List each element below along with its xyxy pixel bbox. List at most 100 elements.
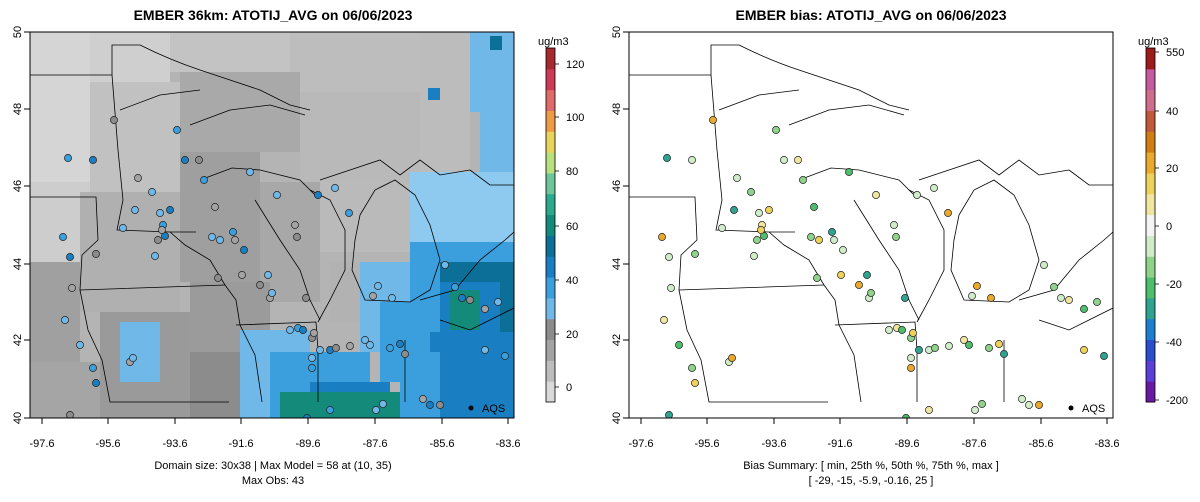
aqs-site (481, 346, 489, 354)
aqs-site (494, 298, 502, 306)
colorbar-swatch (1146, 131, 1155, 153)
colorbar-tick-label: 40 (566, 275, 578, 287)
x-tick-label: -97.6 (29, 438, 54, 450)
aqs-site (238, 271, 246, 279)
state-borders (30, 44, 514, 403)
x-tick-label: -83.6 (495, 438, 520, 450)
aqs-site (828, 228, 836, 236)
aqs-site (663, 154, 671, 162)
concentration-raster (30, 32, 514, 418)
y-tick-label: 44 (611, 258, 623, 270)
boundary-line (254, 199, 321, 321)
aqs-site (688, 364, 696, 372)
aqs-site (971, 406, 979, 414)
colorbar-tick-label: -20 (1166, 279, 1182, 291)
colorbar-tick-label: 20 (1166, 163, 1178, 175)
colorbar-swatch (546, 214, 555, 236)
aqs-site (268, 289, 276, 297)
aqs-site (310, 329, 318, 337)
colorbar-swatch (546, 89, 555, 111)
aqs-site (361, 336, 369, 344)
aqs-site (134, 174, 142, 182)
aqs-site (898, 326, 906, 334)
aqs-site (709, 116, 717, 124)
raster-cell (180, 72, 300, 152)
aqs-site (372, 406, 380, 414)
x-tick-label: -91.6 (228, 438, 253, 450)
aqs-legend-dot (468, 405, 474, 411)
aqs-site (909, 329, 917, 337)
left-map-title: EMBER 36km: ATOTIJ_AVG on 06/06/2023 (134, 7, 413, 23)
colorbar-swatch (546, 339, 555, 361)
aqs-site (1065, 296, 1073, 304)
bias-colorbar (1145, 47, 1156, 403)
colorbar-frame (1145, 47, 1156, 403)
right-legend-unit: ug/m3 (1138, 36, 1169, 48)
boundary-line (1038, 307, 1113, 331)
boundary-line (950, 179, 1040, 303)
aqs-site (110, 116, 118, 124)
colorbar-swatch (546, 131, 555, 153)
colorbar-swatch (546, 68, 555, 91)
aqs-site (691, 250, 699, 258)
y-tick-label: 50 (611, 26, 623, 38)
aqs-site (59, 233, 67, 241)
x-tick-label: -93.6 (761, 438, 786, 450)
colorbar-swatch (1146, 318, 1155, 341)
boundary-line (119, 89, 201, 111)
aqs-site (458, 294, 466, 302)
aqs-site (987, 294, 995, 302)
x-tick-label: -89.6 (295, 438, 320, 450)
aqs-site (291, 221, 299, 229)
aqs-site (158, 226, 166, 234)
x-tick-label: -83.6 (1094, 438, 1119, 450)
aqs-site (119, 224, 127, 232)
raster-cell (30, 262, 80, 362)
aqs-site (747, 188, 755, 196)
aqs-site (907, 354, 915, 362)
colorbar-swatch (1146, 110, 1155, 132)
colorbar-swatch (546, 318, 555, 341)
x-tick-label: -85.6 (1028, 438, 1053, 450)
aqs-site (830, 236, 838, 244)
colorbar-swatch (1146, 214, 1155, 236)
aqs-site (316, 346, 324, 354)
boundary-line (853, 199, 920, 321)
colorbar-swatch (1146, 48, 1155, 70)
colorbar-swatch (1146, 360, 1155, 382)
aqs-site (863, 271, 871, 279)
colorbar-swatch (1146, 193, 1155, 216)
boundary-line (170, 167, 316, 233)
boundary-line (30, 44, 311, 111)
boundary-line (718, 89, 800, 111)
colorbar-swatch (546, 360, 555, 382)
aqs-site (208, 233, 216, 241)
aqs-site (915, 346, 923, 354)
colorbar-swatch (1146, 152, 1155, 174)
aqs-site (156, 209, 164, 217)
aqs-site (61, 316, 69, 324)
y-tick-label: 50 (12, 26, 24, 38)
right-map-panel (628, 31, 1114, 419)
aqs-site (931, 344, 939, 352)
aqs-site (293, 233, 301, 241)
aqs-site (728, 354, 736, 362)
boundary-line (834, 321, 918, 402)
aqs-site (985, 344, 993, 352)
colorbar-swatch (546, 277, 555, 299)
state-borders (629, 44, 1113, 403)
aqs-site (264, 271, 272, 279)
aqs-site (901, 294, 909, 302)
aqs-site (665, 253, 673, 261)
aqs-site (166, 206, 174, 214)
aqs-site (76, 341, 84, 349)
aqs-site (892, 233, 900, 241)
y-tick-label: 48 (611, 103, 623, 115)
colorbar-tick-label: 20 (566, 329, 578, 341)
boundary-line (319, 159, 471, 181)
raster-cell (120, 322, 160, 382)
boundary-line (1018, 231, 1113, 301)
aqs-site (345, 209, 353, 217)
aqs-site (675, 341, 683, 349)
y-tick-label: 46 (611, 180, 623, 192)
